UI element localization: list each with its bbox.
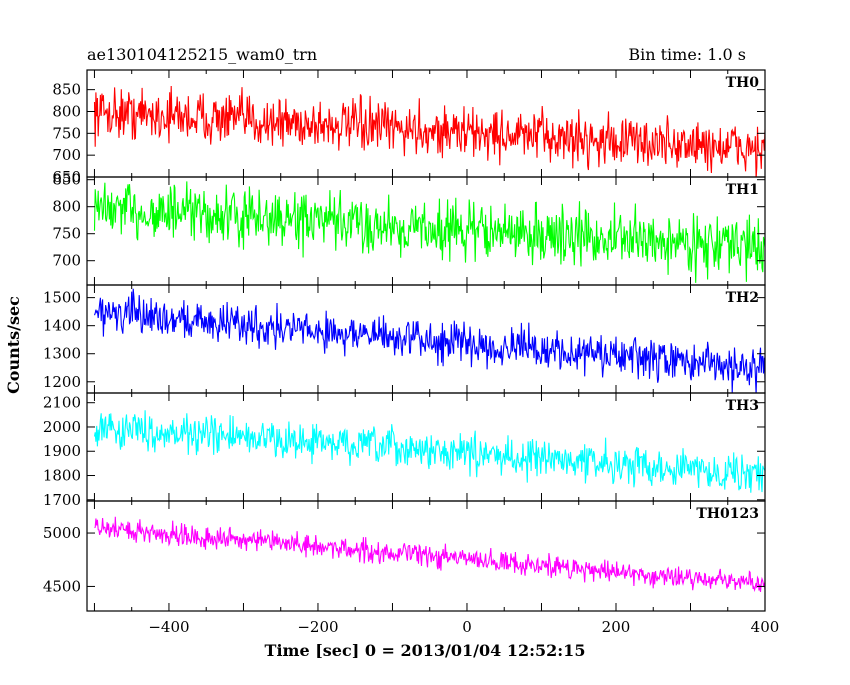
- series-name-th1: TH1: [726, 182, 759, 198]
- y-tick-label: 750: [52, 124, 81, 142]
- y-tick-label: 700: [52, 252, 81, 270]
- series-name-th2: TH2: [726, 290, 759, 306]
- x-tick-label: −200: [297, 618, 338, 636]
- x-tick-label: −400: [148, 618, 189, 636]
- x-axis-label: Time [sec] 0 = 2013/01/04 12:52:15: [265, 641, 586, 660]
- series-line-th3: [93, 410, 765, 493]
- y-axis-label: Counts/sec: [4, 296, 23, 394]
- y-tick-label: 1400: [43, 317, 81, 335]
- series-name-th0: TH0: [726, 75, 760, 91]
- bin-time-label: Bin time: 1.0 s: [628, 45, 746, 64]
- y-tick-label: 1900: [43, 442, 81, 460]
- y-tick-label: 1800: [43, 467, 81, 485]
- y-tick-label: 850: [52, 171, 81, 189]
- series-name-th3: TH3: [726, 398, 759, 414]
- y-tick-label: 1300: [43, 345, 81, 363]
- y-tick-label: 4500: [43, 577, 81, 595]
- y-tick-label: 800: [52, 102, 81, 120]
- series-name-th0123: TH0123: [696, 506, 759, 522]
- y-tick-label: 1500: [43, 289, 81, 307]
- y-tick-label: 650: [52, 168, 81, 186]
- x-tick-label: 200: [602, 618, 631, 636]
- y-tick-label: 1200: [43, 373, 81, 391]
- panel-frame-th0123: [86, 500, 766, 612]
- y-tick-label: 850: [52, 81, 81, 99]
- y-tick-label: 5000: [43, 524, 81, 542]
- x-tick-label: 400: [751, 618, 780, 636]
- y-tick-label: 2000: [43, 418, 81, 436]
- series-line-th0: [93, 85, 765, 177]
- y-tick-label: 2100: [43, 394, 81, 412]
- series-line-th1: [93, 181, 765, 283]
- y-tick-label: 1700: [43, 491, 81, 509]
- series-line-th2: [93, 288, 765, 393]
- series-line-th0123: [94, 516, 765, 593]
- y-tick-label: 700: [52, 146, 81, 164]
- x-tick-label: 0: [462, 618, 472, 636]
- panels-group: 650 700 750 800 850 TH0 700 750 800 850 TH1 1200 130…: [43, 69, 780, 636]
- y-tick-label: 800: [52, 198, 81, 216]
- figure-title: ae130104125215_wam0_trn: [87, 45, 317, 64]
- y-tick-label: 750: [52, 225, 81, 243]
